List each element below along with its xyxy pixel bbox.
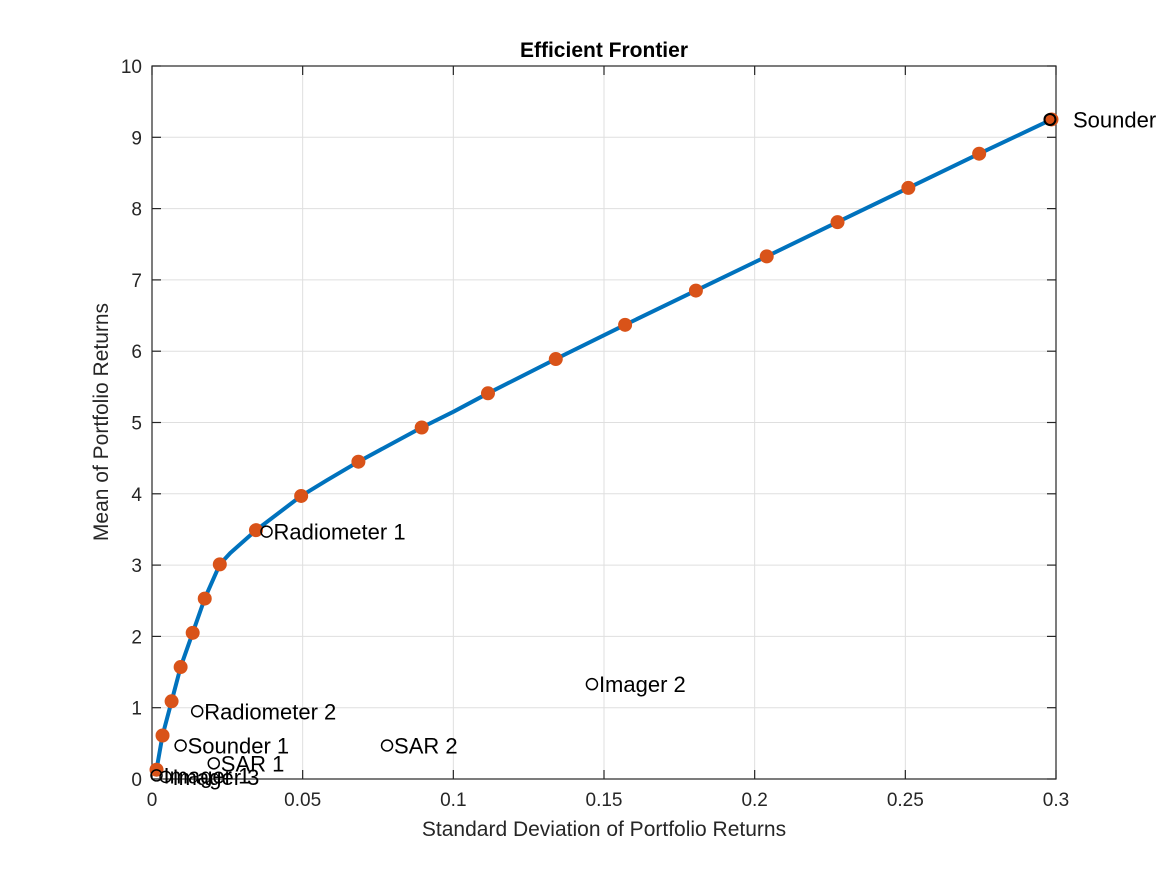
portfolio-point bbox=[173, 660, 188, 675]
y-tick-label: 9 bbox=[131, 128, 142, 149]
asset-point bbox=[174, 739, 187, 752]
portfolio-point bbox=[830, 215, 845, 230]
asset-point bbox=[159, 770, 172, 784]
y-tick-label: 3 bbox=[131, 556, 142, 577]
asset-point bbox=[1043, 112, 1057, 126]
y-tick-label: 0 bbox=[131, 770, 142, 791]
portfolio-point bbox=[248, 523, 263, 538]
portfolio-point bbox=[185, 625, 200, 640]
asset-label: Imager 3 bbox=[173, 765, 260, 790]
x-tick-label: 0.2 bbox=[741, 790, 767, 811]
x-tick-label: 0.25 bbox=[887, 790, 924, 811]
asset-label: SAR 1 bbox=[221, 751, 285, 776]
asset-label: Radiometer 1 bbox=[274, 520, 406, 545]
asset-point bbox=[150, 769, 163, 782]
portfolio-point bbox=[414, 420, 429, 435]
y-tick-label: 6 bbox=[131, 342, 142, 363]
asset-point bbox=[585, 677, 599, 691]
x-tick-label: 0 bbox=[147, 790, 158, 811]
x-tick-label: 0.1 bbox=[440, 790, 466, 811]
asset-label: Radiometer 2 bbox=[204, 699, 336, 724]
y-tick-label: 7 bbox=[131, 271, 142, 292]
y-axis-label: Mean of Portfolio Returns bbox=[90, 303, 113, 541]
asset-point bbox=[380, 739, 394, 752]
portfolio-point bbox=[197, 591, 212, 606]
asset-label: Sounder bbox=[1073, 107, 1156, 132]
x-tick-label: 0.05 bbox=[284, 790, 321, 811]
asset-label: Imager 1 bbox=[164, 763, 251, 788]
asset-point bbox=[207, 757, 221, 770]
x-axis-label: Standard Deviation of Portfolio Returns bbox=[422, 818, 786, 841]
asset-labels: Sounder Radiometer 1 Radiometer 2 Sounder 1… bbox=[164, 107, 1157, 789]
asset-point bbox=[260, 525, 273, 538]
portfolio-point bbox=[759, 249, 774, 264]
asset-label: SAR 2 bbox=[394, 733, 458, 758]
portfolio-point bbox=[480, 386, 495, 401]
y-tick-label: 1 bbox=[131, 699, 142, 720]
portfolio-point bbox=[548, 352, 563, 367]
data-series bbox=[149, 112, 1059, 784]
y-tick-label: 10 bbox=[121, 57, 142, 78]
portfolio-point bbox=[294, 488, 309, 503]
asset-label: Imager 2 bbox=[599, 672, 686, 697]
asset-point bbox=[190, 705, 204, 718]
x-tick-label: 0.15 bbox=[586, 790, 623, 811]
y-tick-label: 5 bbox=[131, 414, 142, 435]
y-tick-label: 8 bbox=[131, 200, 142, 221]
x-tick-label: 0.3 bbox=[1043, 790, 1069, 811]
portfolio-point bbox=[618, 317, 633, 332]
portfolio-point bbox=[164, 694, 179, 709]
axis-tick-labels: 0 0.05 0.1 0.15 0.2 0.25 0.3 0 1 2 3 4 5 6 7 8 9 10 bbox=[121, 57, 1069, 811]
y-tick-label: 2 bbox=[131, 627, 142, 648]
portfolio-point bbox=[212, 557, 227, 572]
portfolio-point bbox=[155, 728, 170, 743]
chart-title: Efficient Frontier bbox=[520, 39, 688, 62]
portfolio-point bbox=[901, 180, 916, 195]
portfolio-point bbox=[351, 454, 366, 469]
y-tick-label: 4 bbox=[131, 485, 142, 506]
portfolio-point bbox=[972, 146, 987, 161]
portfolio-point bbox=[688, 283, 703, 298]
asset-label: Sounder 1 bbox=[188, 733, 290, 758]
